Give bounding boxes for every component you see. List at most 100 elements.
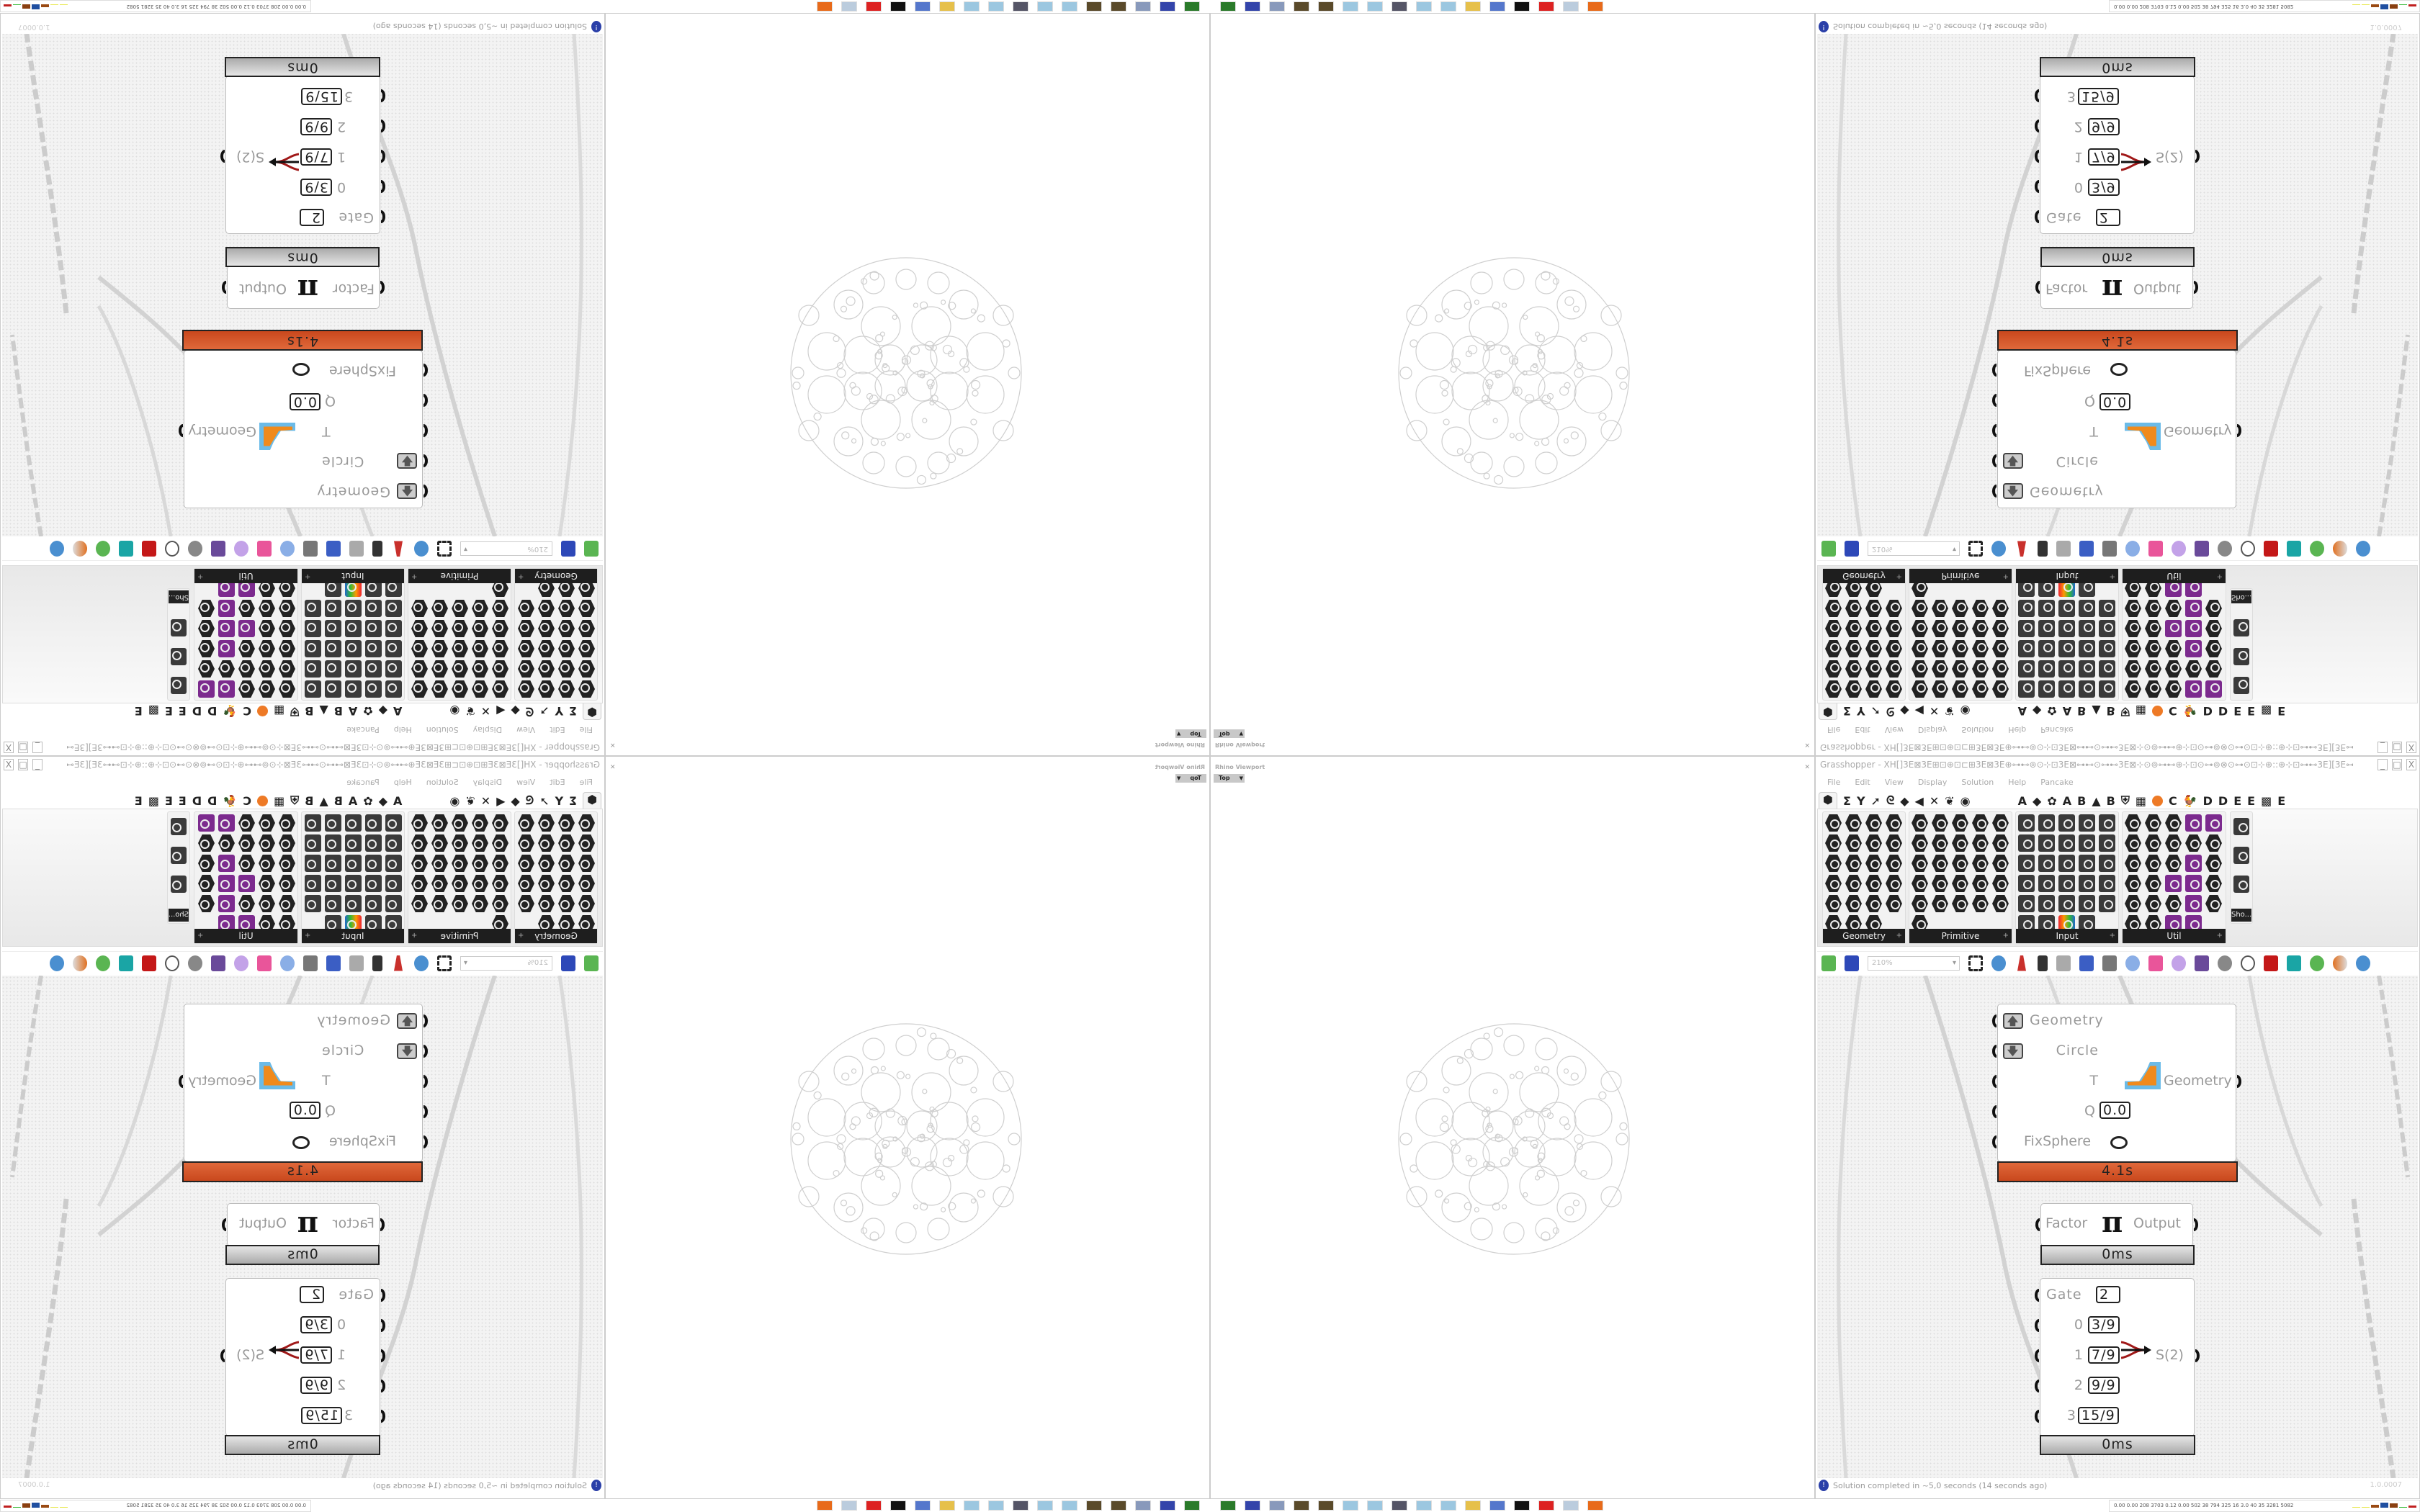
ribbon-component-icon[interactable]	[279, 895, 295, 912]
ribbon-component-icon[interactable]	[365, 680, 382, 698]
taskbar-app-icon[interactable]	[1086, 1500, 1102, 1511]
ribbon-component-icon[interactable]	[431, 855, 448, 872]
ribbon-component-icon[interactable]	[1845, 855, 1862, 872]
ribbon-component-icon[interactable]	[452, 855, 468, 872]
ribbon-component-icon[interactable]	[325, 660, 341, 678]
tab-icon[interactable]: Y	[1856, 793, 1865, 808]
tab-icon[interactable]: E	[2233, 704, 2242, 719]
show-panel-icon[interactable]	[2233, 648, 2249, 665]
menu-solution[interactable]: Solution	[1961, 725, 1994, 734]
input-port[interactable]	[419, 485, 428, 498]
tab-icon[interactable]: C	[243, 704, 252, 719]
ribbon-component-icon[interactable]	[325, 855, 341, 872]
maximize-button[interactable]: □	[18, 742, 28, 753]
menu-pancake[interactable]: Pancake	[2040, 725, 2074, 734]
ribbon-component-icon[interactable]	[1912, 600, 1928, 617]
ribbon-component-icon[interactable]	[1932, 895, 1948, 912]
ribbon-component-icon[interactable]	[1952, 895, 1968, 912]
bake-icon[interactable]	[2264, 541, 2278, 557]
stream-gate-component[interactable]: Gate 2 0 3/9 1 7/9 2 9/9 3 15/9 S(2)	[225, 76, 380, 234]
ribbon-component-icon[interactable]	[492, 640, 508, 657]
ribbon-component-icon[interactable]	[365, 875, 382, 892]
arrow-down-icon[interactable]: 🡇	[2003, 1043, 2023, 1059]
panel-label[interactable]: Primitive +	[1909, 929, 2012, 943]
input-value-box[interactable]: 3/9	[300, 179, 332, 196]
taskbar-app-icon[interactable]	[939, 1, 955, 12]
ribbon-component-icon[interactable]	[259, 600, 275, 617]
ribbon-component-icon[interactable]	[452, 680, 468, 698]
tab-icon[interactable]: A	[348, 793, 358, 808]
green-sphere-icon[interactable]	[96, 955, 110, 971]
ribbon-component-icon[interactable]	[518, 620, 534, 637]
ribbon-component-icon[interactable]	[1952, 620, 1968, 637]
menu-edit[interactable]: Edit	[1855, 778, 1870, 787]
output-port[interactable]	[2237, 1075, 2241, 1088]
taskbar-app-icon[interactable]	[1037, 1500, 1053, 1511]
input-port[interactable]	[2035, 1380, 2039, 1392]
view-dropdown[interactable]: Top ▼	[1175, 729, 1206, 738]
wire-preview-icon[interactable]	[165, 541, 179, 557]
menu-solution[interactable]: Solution	[426, 725, 459, 734]
ribbon-component-icon[interactable]	[1952, 875, 1968, 892]
ribbon-component-icon[interactable]	[2018, 600, 2035, 617]
green-sphere-icon[interactable]	[96, 541, 110, 557]
ribbon-component-icon[interactable]	[238, 855, 255, 872]
shaded-preview-icon[interactable]	[2218, 541, 2232, 557]
menu-view[interactable]: View	[516, 725, 536, 734]
input-port[interactable]	[376, 1218, 385, 1231]
screenshot-icon[interactable]	[2102, 955, 2117, 971]
tab-icon[interactable]: ▦	[274, 704, 285, 719]
taskbar-app-icon[interactable]	[964, 1, 980, 12]
zoom-extents-icon[interactable]	[1968, 541, 1983, 557]
tab-icon[interactable]: ᘓ	[1886, 793, 1895, 807]
q-value-box[interactable]: 0.0	[289, 393, 321, 410]
wire-preview-icon[interactable]	[2241, 541, 2255, 557]
ribbon-component-icon[interactable]	[259, 640, 275, 657]
tab-icon[interactable]: D	[2218, 704, 2228, 719]
ribbon-component-icon[interactable]	[558, 640, 575, 657]
arrow-up-icon[interactable]: 🡅	[397, 483, 417, 499]
ribbon-component-icon[interactable]	[2185, 660, 2202, 678]
ribbon-component-icon[interactable]	[238, 875, 255, 892]
show-panel-icon[interactable]	[2233, 619, 2249, 636]
tab-icon[interactable]: ◀	[1914, 793, 1924, 808]
ribbon-component-icon[interactable]	[2079, 834, 2095, 852]
ribbon-component-icon[interactable]	[558, 834, 575, 852]
ribbon-component-icon[interactable]	[305, 834, 321, 852]
ribbon-component-icon[interactable]	[385, 620, 402, 637]
taskbar-app-icon[interactable]	[1465, 1500, 1481, 1511]
taskbar-app-icon[interactable]	[1514, 1, 1530, 12]
taskbar-app-icon[interactable]	[1440, 1, 1456, 12]
ribbon-component-icon[interactable]	[218, 814, 235, 832]
input-value-box[interactable]: 7/9	[300, 1346, 332, 1364]
tab-icon[interactable]: ▦	[2135, 793, 2146, 808]
taskbar-app-icon[interactable]	[1245, 1, 1260, 12]
ribbon-component-icon[interactable]	[1845, 875, 1862, 892]
ribbon-component-icon[interactable]	[2145, 855, 2161, 872]
ribbon-component-icon[interactable]	[2079, 814, 2095, 832]
ribbon-component-icon[interactable]	[198, 640, 215, 657]
ribbon-component-icon[interactable]	[2018, 834, 2035, 852]
arrow-up-icon[interactable]: 🡅	[2003, 1013, 2023, 1029]
taskbar-app-icon[interactable]	[1111, 1500, 1126, 1511]
ribbon-component-icon[interactable]	[518, 814, 534, 832]
ribbon-component-icon[interactable]	[2038, 814, 2055, 832]
ribbon-component-icon[interactable]	[2205, 895, 2222, 912]
taskbar-app-icon[interactable]	[890, 1, 906, 12]
ribbon-component-icon[interactable]	[2125, 620, 2141, 637]
ribbon-component-icon[interactable]	[472, 855, 488, 872]
arrow-up-icon[interactable]: 🡅	[397, 1013, 417, 1029]
ribbon-component-icon[interactable]	[385, 834, 402, 852]
input-port[interactable]	[377, 210, 385, 223]
ribbon-component-icon[interactable]	[1932, 640, 1948, 657]
q-value-box[interactable]: 0.0	[2099, 1102, 2131, 1119]
tab-icon[interactable]: 🐓	[223, 704, 238, 719]
save-icon[interactable]	[561, 541, 575, 557]
taskbar-app-icon[interactable]	[1343, 1500, 1358, 1511]
tab-icon[interactable]: ◀	[496, 793, 506, 808]
panel-label[interactable]: Geometry +	[515, 569, 597, 583]
ribbon-component-icon[interactable]	[2079, 660, 2095, 678]
ribbon-component-icon[interactable]	[2125, 834, 2141, 852]
ribbon-component-icon[interactable]	[238, 895, 255, 912]
ribbon-component-icon[interactable]	[325, 620, 341, 637]
